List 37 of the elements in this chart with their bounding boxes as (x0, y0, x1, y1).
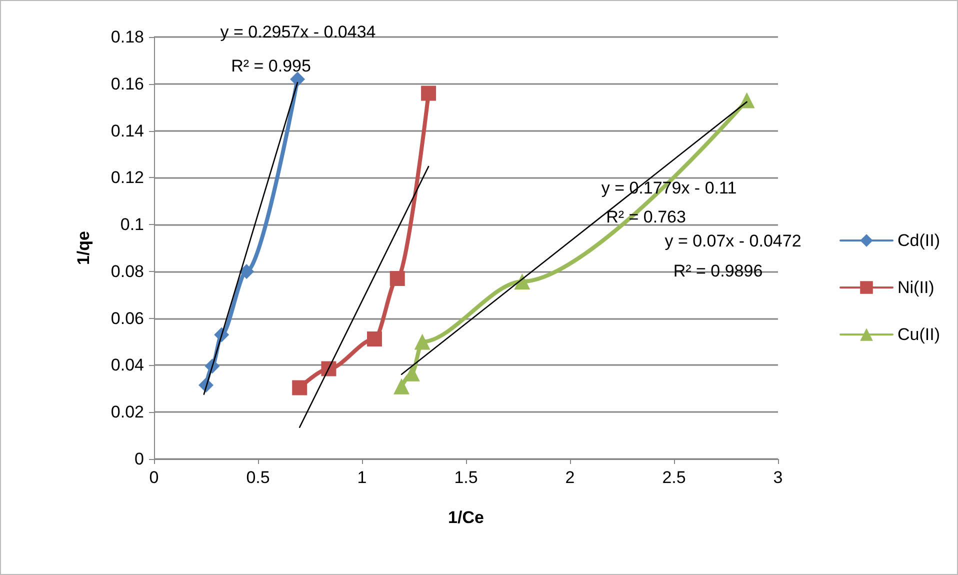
point (414, 334, 430, 350)
x-tick-label: 1 (357, 468, 367, 487)
y-tick-label: 0.1 (120, 215, 144, 234)
y-tick-label: 0.08 (110, 262, 144, 281)
x-tick-label: 0.5 (246, 468, 270, 487)
point (290, 72, 306, 87)
annotation: y = 0.2957x - 0.0434 (220, 22, 376, 42)
annotation: R² = 0.995 (231, 56, 311, 76)
point (738, 92, 755, 108)
point (321, 361, 336, 376)
y-tick-label: 0.14 (110, 121, 144, 140)
y-tick-label: 0.06 (110, 308, 144, 328)
x-tick-label: 1.5 (454, 468, 478, 487)
y-axis-title: 1/qe (74, 230, 93, 266)
y-tick-label: 0.04 (110, 356, 144, 375)
point (390, 270, 405, 286)
point (292, 380, 308, 396)
x-tick-label: 2.5 (662, 468, 686, 487)
y-tick-label: 0.16 (110, 74, 144, 94)
x-tick-label: 3 (773, 468, 783, 487)
legend-label: Cd(II) (898, 231, 940, 250)
point (421, 86, 436, 101)
x-axis-title: 1/Ce (448, 508, 484, 527)
x-tick-label: 0 (149, 468, 159, 487)
y-tick-label: 0 (134, 450, 144, 468)
y-tick-label: 0.02 (110, 402, 144, 422)
legend-label: Cu(II) (898, 325, 940, 344)
y-tick-label: 0.12 (110, 168, 144, 188)
point (394, 378, 410, 394)
x-tick-label: 2 (565, 468, 575, 487)
legend-label: Ni(II) (898, 278, 934, 297)
point (514, 274, 530, 290)
point (366, 331, 382, 346)
annotation: R² = 0.9896 (673, 262, 763, 280)
y-tick-label: 0.18 (110, 28, 144, 46)
point (239, 264, 254, 279)
annotation: y = 0.07x - 0.0472 (664, 232, 802, 250)
